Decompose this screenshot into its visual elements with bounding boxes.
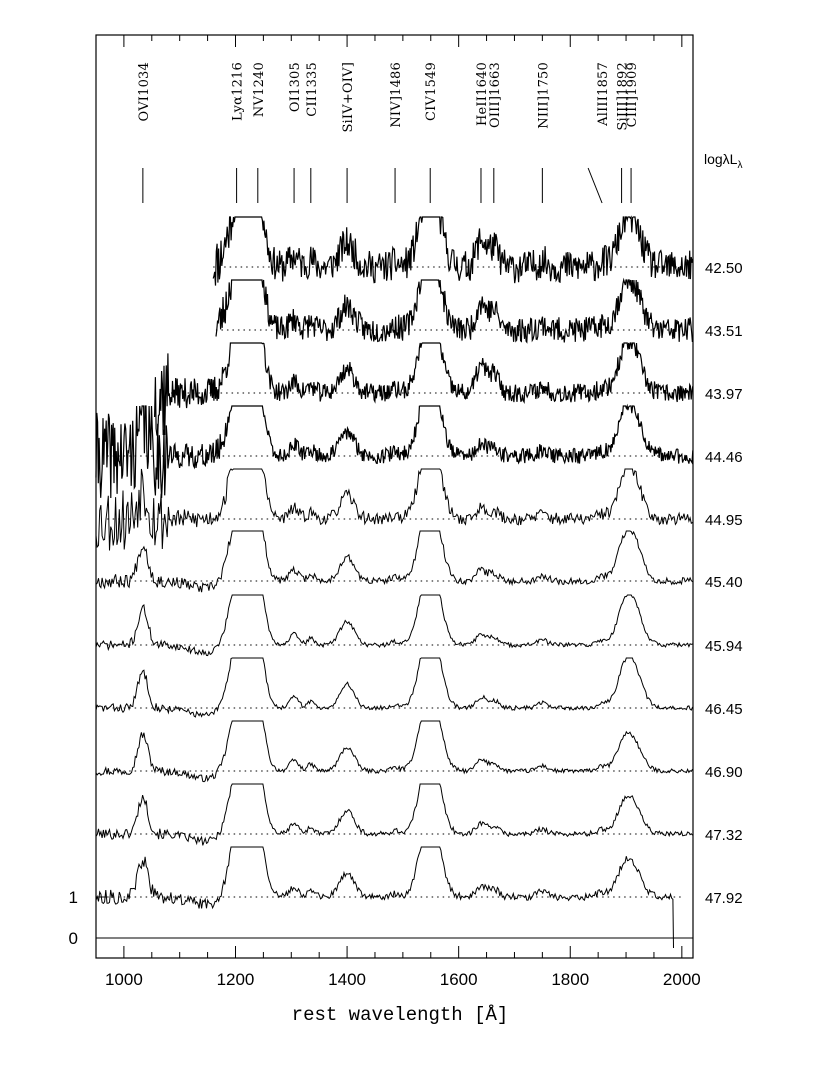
emission-line-label: CIV1549 <box>424 62 439 121</box>
spectrum-44-95 <box>95 468 693 551</box>
spectrum-47-32 <box>95 783 693 846</box>
luminosity-label: 43.51 <box>705 323 743 340</box>
emission-line-label: OVI1034 <box>137 62 152 121</box>
luminosity-header: logλLλ <box>704 151 742 171</box>
x-tick-label: 1200 <box>217 970 255 989</box>
x-tick-label: 1600 <box>440 970 478 989</box>
emission-line-label: OIII]1663 <box>488 62 503 128</box>
emission-line-marker <box>587 167 603 204</box>
emission-line-label: NV1240 <box>252 62 267 117</box>
spectrum-42-50 <box>212 215 694 286</box>
spectrum-43-51 <box>215 277 693 344</box>
plot-frame <box>95 34 694 959</box>
luminosity-label: 42.50 <box>705 260 743 277</box>
spectrum-45-94 <box>95 594 693 657</box>
spectrum-44-46 <box>95 403 694 499</box>
axis-ticks <box>95 35 683 958</box>
luminosity-label: 45.40 <box>705 574 743 591</box>
spectra <box>95 215 694 949</box>
x-axis-title: rest wavelength [Å] <box>292 1004 509 1026</box>
luminosity-label: 46.45 <box>705 701 743 718</box>
spectrum-45-40 <box>95 530 693 593</box>
continuum-guides <box>107 266 682 898</box>
emission-line-label: NIII]1750 <box>536 62 551 129</box>
spectrum-46-45 <box>95 657 694 718</box>
emission-line-label: CII1335 <box>305 62 320 117</box>
spectrum-46-90 <box>95 720 694 783</box>
luminosity-label: 45.94 <box>705 638 743 655</box>
emission-line-markers: OVI1034 Lyα1216 NV1240 OI1305 CII1335 SiIV+OI… <box>137 62 640 204</box>
emission-line-label: SiIII]1892 <box>616 62 631 131</box>
x-tick-label: 1400 <box>328 970 366 989</box>
luminosity-label: 43.97 <box>705 386 743 403</box>
y-tick-label: 1 <box>69 888 78 907</box>
luminosity-label: 47.32 <box>705 827 743 844</box>
x-tick-label: 1800 <box>551 970 589 989</box>
emission-line-label: Lyα1216 <box>231 62 246 121</box>
emission-line-label: NIV]1486 <box>389 62 404 128</box>
spectrum-43-97 <box>154 342 694 436</box>
emission-line-label: SiIV+OIV] <box>341 62 356 133</box>
x-tick-label: 1000 <box>105 970 143 989</box>
luminosity-label: 47.92 <box>705 890 743 907</box>
x-tick-labels: 1000 1200 1400 1600 1800 2000 <box>105 970 701 989</box>
spectrum-47-92 <box>95 846 674 949</box>
emission-line-label: AlIII1857 <box>596 62 611 127</box>
y-tick-labels: 10 <box>69 888 78 948</box>
emission-line-label: HeII1640 <box>475 62 490 126</box>
emission-line-label: OI1305 <box>288 62 303 112</box>
y-tick-label: 0 <box>69 929 78 948</box>
emission-line-label: CIII]1909 <box>625 62 640 127</box>
luminosity-label: 44.46 <box>705 449 743 466</box>
luminosity-label: 44.95 <box>705 512 743 529</box>
x-tick-label: 2000 <box>663 970 701 989</box>
luminosity-labels: 42.50 43.51 43.97 44.46 44.95 45.40 45.94 46.45… <box>705 260 743 907</box>
luminosity-label: 46.90 <box>705 764 743 781</box>
